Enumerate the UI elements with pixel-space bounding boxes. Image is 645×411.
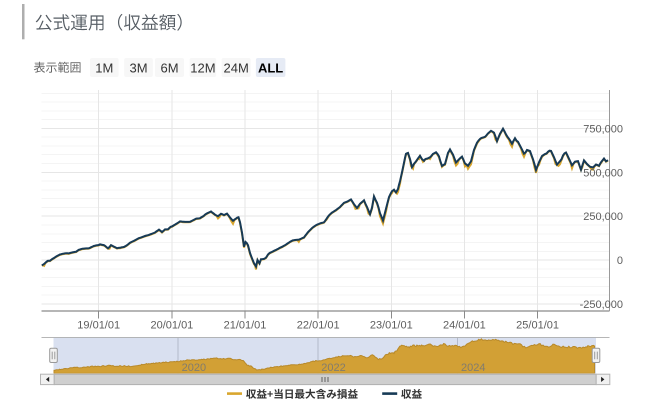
svg-text:23/01/01: 23/01/01 (370, 320, 413, 332)
svg-text:20/01/01: 20/01/01 (150, 320, 193, 332)
svg-text:750,000: 750,000 (583, 123, 623, 135)
svg-text:ALL: ALL (258, 60, 283, 75)
svg-text:12M: 12M (190, 60, 215, 75)
svg-text:25/01/01: 25/01/01 (516, 320, 559, 332)
svg-text:1M: 1M (95, 60, 113, 75)
svg-text:6M: 6M (160, 60, 178, 75)
svg-text:-250,000: -250,000 (580, 299, 623, 311)
svg-text:24M: 24M (224, 60, 249, 75)
svg-text:24/01/01: 24/01/01 (443, 320, 486, 332)
svg-text:21/01/01: 21/01/01 (224, 320, 267, 332)
svg-text:22/01/01: 22/01/01 (297, 320, 340, 332)
svg-text:3M: 3M (129, 60, 147, 75)
svg-text:2020: 2020 (182, 362, 206, 374)
svg-text:2022: 2022 (321, 362, 345, 374)
svg-text:19/01/01: 19/01/01 (77, 320, 120, 332)
svg-text:0: 0 (617, 255, 623, 267)
svg-text:500,000: 500,000 (583, 167, 623, 179)
svg-text:250,000: 250,000 (583, 211, 623, 223)
svg-text:2024: 2024 (461, 362, 485, 374)
